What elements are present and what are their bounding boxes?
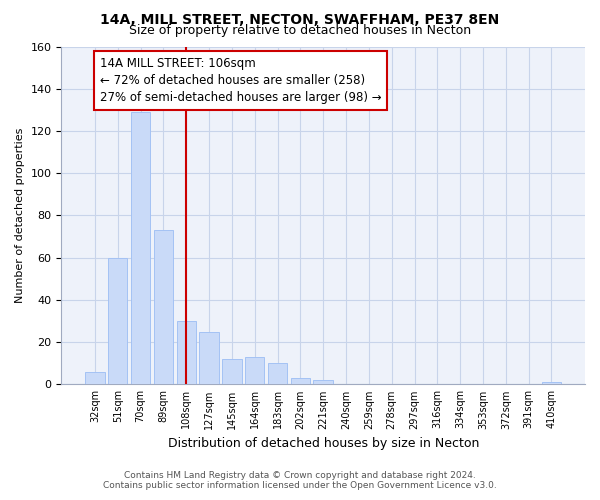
Bar — [290, 378, 310, 384]
Bar — [85, 372, 104, 384]
Text: Size of property relative to detached houses in Necton: Size of property relative to detached ho… — [129, 24, 471, 37]
Bar — [108, 258, 127, 384]
Bar — [268, 364, 287, 384]
Y-axis label: Number of detached properties: Number of detached properties — [15, 128, 25, 303]
Bar — [199, 332, 219, 384]
Text: Contains HM Land Registry data © Crown copyright and database right 2024.
Contai: Contains HM Land Registry data © Crown c… — [103, 470, 497, 490]
Bar — [542, 382, 561, 384]
Bar — [154, 230, 173, 384]
Text: 14A, MILL STREET, NECTON, SWAFFHAM, PE37 8EN: 14A, MILL STREET, NECTON, SWAFFHAM, PE37… — [100, 12, 500, 26]
Text: 14A MILL STREET: 106sqm
← 72% of detached houses are smaller (258)
27% of semi-d: 14A MILL STREET: 106sqm ← 72% of detache… — [100, 57, 382, 104]
Bar — [131, 112, 150, 384]
Bar — [245, 357, 265, 384]
Bar — [222, 359, 242, 384]
Bar — [176, 321, 196, 384]
Bar — [313, 380, 333, 384]
X-axis label: Distribution of detached houses by size in Necton: Distribution of detached houses by size … — [167, 437, 479, 450]
